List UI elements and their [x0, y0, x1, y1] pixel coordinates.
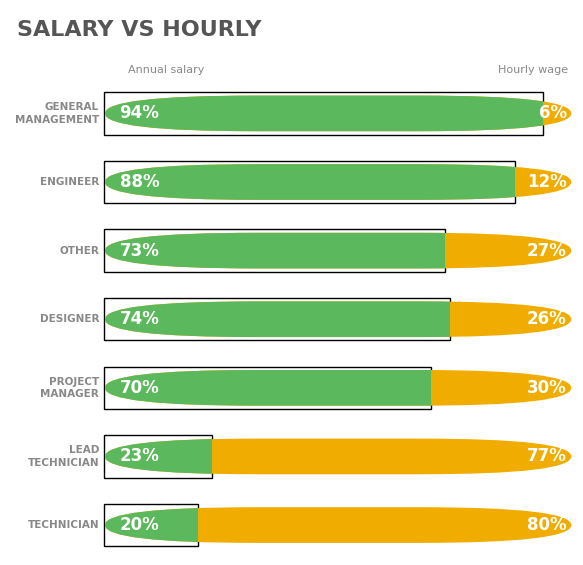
Text: 80%: 80%	[527, 516, 567, 534]
FancyBboxPatch shape	[105, 164, 571, 200]
Text: 94%: 94%	[120, 105, 159, 123]
FancyBboxPatch shape	[105, 438, 571, 474]
Text: 26%: 26%	[527, 310, 567, 328]
FancyBboxPatch shape	[105, 164, 571, 200]
Text: 27%: 27%	[527, 242, 567, 260]
Bar	[104, 367, 431, 409]
Text: TECHNICIAN: TECHNICIAN	[27, 520, 99, 530]
Text: 12%: 12%	[527, 173, 567, 191]
FancyBboxPatch shape	[105, 370, 571, 406]
Text: GENERAL
MANAGEMENT: GENERAL MANAGEMENT	[15, 102, 99, 125]
Bar	[104, 92, 543, 134]
Bar	[104, 160, 515, 203]
FancyBboxPatch shape	[105, 301, 571, 337]
Text: 73%: 73%	[120, 242, 159, 260]
Text: ENGINEER: ENGINEER	[40, 177, 99, 187]
FancyBboxPatch shape	[105, 507, 571, 543]
Text: 23%: 23%	[120, 447, 159, 466]
Text: Hourly wage: Hourly wage	[498, 65, 568, 75]
Text: SALARY VS HOURLY: SALARY VS HOURLY	[17, 20, 262, 40]
Bar	[104, 229, 445, 272]
Text: 77%: 77%	[527, 447, 567, 466]
FancyBboxPatch shape	[105, 438, 571, 474]
FancyBboxPatch shape	[105, 233, 571, 268]
Text: 30%: 30%	[527, 379, 567, 397]
Text: 6%: 6%	[539, 105, 567, 123]
Text: 74%: 74%	[120, 310, 159, 328]
Text: 20%: 20%	[120, 516, 159, 534]
Bar	[104, 504, 198, 546]
FancyBboxPatch shape	[105, 301, 571, 337]
FancyBboxPatch shape	[105, 95, 571, 131]
Text: OTHER: OTHER	[59, 246, 99, 255]
Bar	[104, 298, 450, 341]
FancyBboxPatch shape	[105, 370, 571, 406]
FancyBboxPatch shape	[105, 95, 571, 131]
Text: LEAD
TECHNICIAN: LEAD TECHNICIAN	[27, 445, 99, 468]
FancyBboxPatch shape	[105, 507, 571, 543]
Text: 88%: 88%	[120, 173, 159, 191]
Text: DESIGNER: DESIGNER	[40, 314, 99, 324]
Bar	[104, 435, 212, 478]
Text: Annual salary: Annual salary	[128, 65, 205, 75]
FancyBboxPatch shape	[105, 233, 571, 268]
Text: 70%: 70%	[120, 379, 159, 397]
Text: PROJECT
MANAGER: PROJECT MANAGER	[40, 377, 99, 399]
